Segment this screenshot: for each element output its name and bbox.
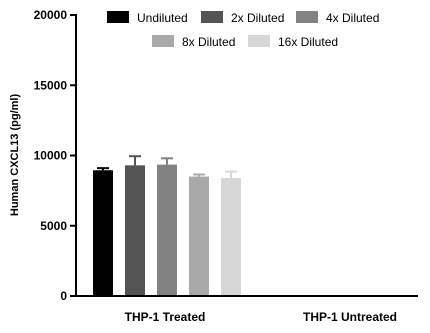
y-axis: 0 5000 10000 15000 20000 (34, 8, 77, 303)
x-axis: THP-1 Treated THP-1 Untreated (75, 295, 418, 324)
bar (125, 165, 145, 296)
legend-swatch (296, 11, 318, 23)
y-axis-title: Human CXCL13 (pg/ml) (9, 94, 21, 217)
bars (93, 164, 241, 296)
legend-swatch (107, 11, 129, 23)
y-tick-label: 0 (60, 289, 67, 303)
legend-label: 8x Diluted (182, 35, 235, 49)
legend: Undiluted 2x Diluted 4x Diluted 8x Diluted 1… (107, 11, 379, 49)
legend-label: 2x Diluted (231, 11, 284, 25)
y-tick-label: 5000 (40, 219, 67, 233)
legend-label: 4x Diluted (326, 11, 379, 25)
x-category-label: THP-1 Untreated (303, 310, 397, 324)
legend-label: Undiluted (137, 11, 188, 25)
error-bars (97, 155, 237, 178)
bar (189, 176, 209, 296)
bar (221, 177, 241, 296)
y-tick-label: 15000 (34, 78, 68, 92)
y-tick-label: 20000 (34, 8, 68, 22)
y-tick-label: 10000 (34, 149, 68, 163)
legend-swatch (248, 35, 270, 47)
bar (157, 164, 177, 296)
legend-swatch (152, 35, 174, 47)
bar (93, 170, 113, 296)
legend-swatch (201, 11, 223, 23)
x-category-label: THP-1 Treated (125, 310, 206, 324)
legend-label: 16x Diluted (278, 35, 338, 49)
